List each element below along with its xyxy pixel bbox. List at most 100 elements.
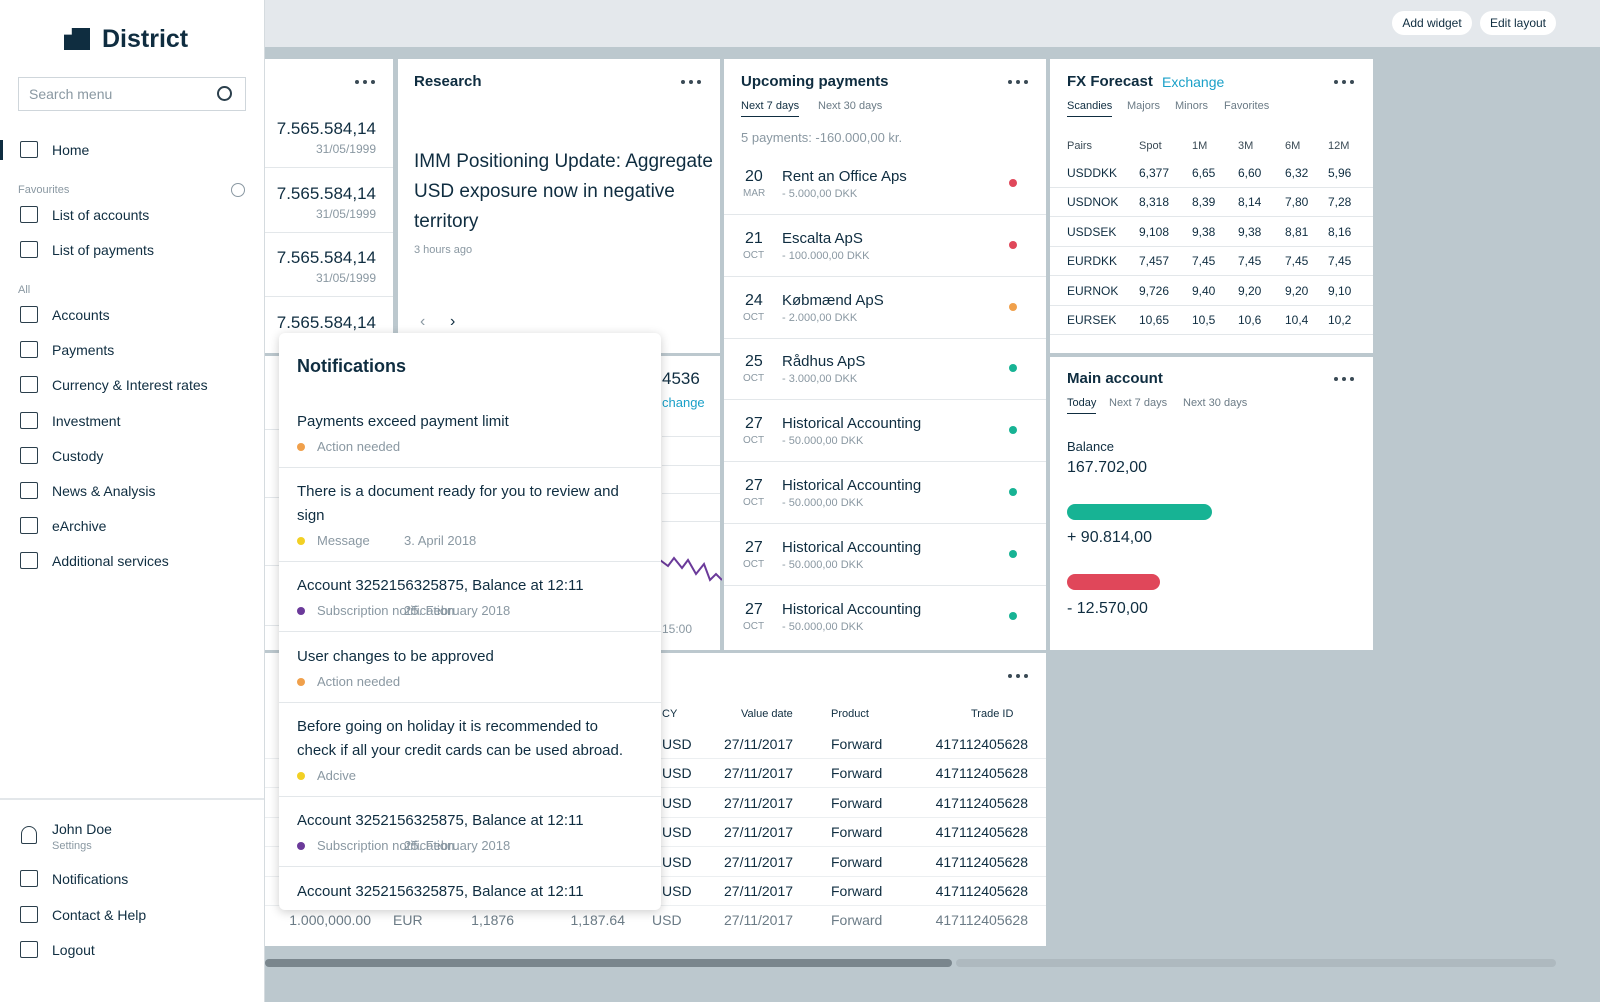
menu-item[interactable]: Additional services: [0, 546, 265, 576]
status-dot: [297, 842, 305, 850]
menu-label: Payments: [52, 342, 115, 359]
status-dot: [1009, 302, 1017, 311]
notification-text[interactable]: Payments exceed payment limit: [297, 413, 509, 430]
cell: 27/11/2017: [724, 883, 794, 899]
menu-item[interactable]: Custody: [0, 441, 265, 471]
cell: 9,20: [1285, 283, 1309, 298]
notification-text[interactable]: There is a document ready for you to rev…: [297, 483, 619, 524]
widget: [398, 59, 720, 353]
notification-tag: Subscription notification: [317, 603, 455, 618]
separator: [724, 523, 1046, 524]
cell: 27/11/2017: [724, 765, 794, 782]
label: Balance: [1067, 439, 1114, 454]
tab[interactable]: Today: [1067, 393, 1097, 414]
menu-label: eArchive: [52, 518, 107, 535]
cell: EURDKK: [1067, 254, 1118, 269]
menu-item[interactable]: News & Analysis: [0, 476, 265, 506]
notification-text[interactable]: Account 3252156325875, Balance at 12:11: [297, 812, 584, 829]
notification-text[interactable]: User changes to be approved: [297, 648, 494, 665]
time: 3 hours ago: [414, 244, 473, 256]
user[interactable]: John Doe Settings: [0, 814, 265, 856]
button[interactable]: Add widget: [1392, 11, 1472, 35]
more-button[interactable]: [1008, 76, 1032, 88]
tab[interactable]: Scandies: [1067, 96, 1113, 117]
menu-label: Contact & Help: [52, 906, 147, 923]
widget-title: FX Forecast: [1067, 73, 1153, 90]
payee: Rådhus ApS: [782, 353, 866, 371]
more-button[interactable]: [1334, 76, 1358, 88]
cell: 417112405628: [935, 853, 1028, 870]
menu-item[interactable]: Investment: [0, 406, 265, 436]
more-button[interactable]: [1008, 670, 1032, 682]
menu-item[interactable]: Accounts: [0, 300, 265, 330]
panel-title: Notifications: [297, 356, 407, 376]
date: 31/05/1999: [315, 206, 376, 221]
separator: [1050, 304, 1373, 306]
widget: [1050, 59, 1373, 353]
more-button[interactable]: [681, 76, 705, 88]
menu-item[interactable]: Currency & Interest rates: [0, 370, 265, 400]
notification-text[interactable]: Before going on holiday it is recommende…: [297, 718, 624, 759]
cell: USD: [662, 824, 692, 841]
menu-item[interactable]: Home: [0, 135, 265, 165]
dot: [1016, 80, 1020, 84]
cell: USD: [662, 736, 692, 752]
notification-date: 25. February 2018: [404, 838, 511, 853]
amount: - 50.000,00 DKK: [782, 558, 864, 571]
cell: USD: [662, 853, 692, 870]
icon: [20, 517, 38, 535]
menu-item[interactable]: Contact & Help: [0, 900, 265, 930]
tab[interactable]: Next 7 days: [741, 96, 800, 117]
payee: Historical Accounting: [782, 477, 922, 494]
section-label: All: [18, 284, 31, 296]
more-button[interactable]: [355, 76, 379, 88]
widget: [265, 59, 393, 353]
tab[interactable]: Next 30 days: [1183, 397, 1248, 409]
icon: [20, 870, 38, 887]
status-dot: [297, 537, 305, 545]
menu-item[interactable]: Payments: [0, 335, 265, 365]
link[interactable]: change: [662, 395, 705, 410]
notification-tag: Action needed: [317, 674, 401, 689]
dot: [1342, 80, 1346, 84]
tab[interactable]: Next 7 days: [1109, 397, 1168, 409]
search-box[interactable]: Search menu: [18, 77, 246, 111]
menu-item[interactable]: eArchive: [0, 511, 265, 541]
menu-label: Additional services: [52, 553, 169, 570]
tab[interactable]: Minors: [1175, 100, 1209, 112]
logo-mark: [64, 28, 90, 50]
tab[interactable]: Next 30 days: [818, 100, 883, 112]
icon: [20, 552, 38, 570]
notification-text[interactable]: Account 3252156325875, Balance at 12:11: [297, 577, 584, 594]
cell: USD: [662, 765, 692, 782]
separator: [279, 467, 661, 468]
time: 15:00: [662, 622, 693, 636]
tab[interactable]: Majors: [1127, 100, 1161, 112]
cell: USDNOK: [1067, 195, 1119, 210]
menu-item[interactable]: List of payments: [0, 235, 265, 265]
link[interactable]: Exchange: [1162, 74, 1225, 90]
dot: [681, 80, 685, 84]
menu-item[interactable]: List of accounts: [0, 200, 265, 230]
next-arrow[interactable]: ›: [450, 313, 456, 330]
more-button[interactable]: [1334, 373, 1358, 385]
menu-label: Home: [52, 142, 90, 158]
add-favourite[interactable]: [231, 183, 245, 197]
button[interactable]: Edit layout: [1480, 11, 1556, 35]
cell: EURNOK: [1067, 283, 1119, 298]
amount: 7.565.584,14: [276, 248, 376, 268]
tab[interactable]: Favorites: [1224, 100, 1270, 112]
cell: EUR: [393, 912, 423, 928]
menu-item[interactable]: Notifications: [0, 864, 265, 894]
menu-item[interactable]: Logout: [0, 935, 265, 965]
prev-arrow[interactable]: ‹: [420, 313, 426, 330]
menu-label: List of payments: [52, 242, 154, 258]
column-header: Spot: [1139, 140, 1162, 152]
notification-text[interactable]: Account 3252156325875, Balance at 12:11: [297, 883, 584, 900]
menu-label: List of accounts: [52, 207, 150, 223]
payee: Historical Accounting: [782, 600, 922, 618]
summary: 5 payments: -160.000,00 kr.: [741, 130, 903, 145]
cell: 27/11/2017: [724, 912, 794, 928]
dot: [1016, 674, 1020, 678]
day: 20: [745, 168, 763, 185]
